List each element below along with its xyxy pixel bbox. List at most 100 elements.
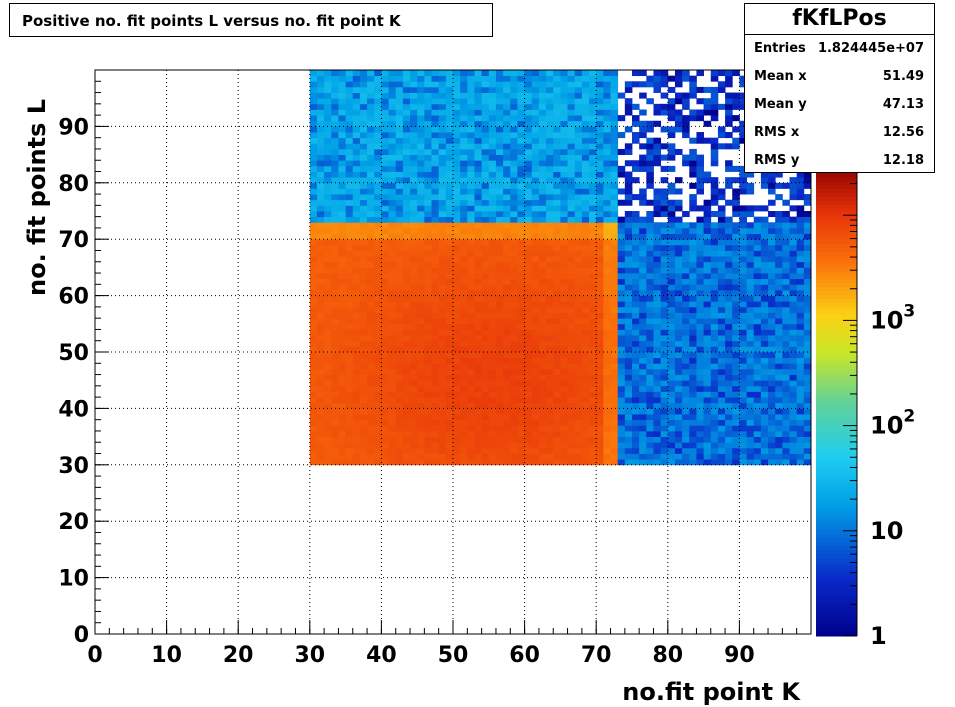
heatmap-cell xyxy=(667,154,676,161)
heatmap-cell xyxy=(488,397,497,404)
x-tick-label: 30 xyxy=(294,643,325,668)
heatmap-cell xyxy=(410,177,418,184)
heatmap-cell xyxy=(732,459,740,466)
heatmap-cell xyxy=(782,397,790,404)
heatmap-cell xyxy=(682,250,690,257)
palette-segment xyxy=(816,471,857,476)
heatmap-cell xyxy=(517,199,525,206)
heatmap-cell xyxy=(431,459,440,466)
heatmap-cell xyxy=(381,323,389,330)
heatmap-cell xyxy=(538,391,547,398)
heatmap-cell xyxy=(589,295,597,302)
heatmap-cell xyxy=(316,447,325,454)
heatmap-cell xyxy=(753,397,762,404)
heatmap-cell xyxy=(546,137,554,144)
heatmap-cell xyxy=(674,239,683,246)
heatmap-cell xyxy=(345,419,354,426)
heatmap-cell xyxy=(481,289,490,296)
heatmap-cell xyxy=(553,244,561,251)
heatmap-cell xyxy=(495,363,504,370)
heatmap-cell xyxy=(596,194,604,201)
heatmap-cell xyxy=(538,132,547,139)
heatmap-cell xyxy=(624,267,633,274)
heatmap-cell xyxy=(438,352,447,359)
heatmap-cell xyxy=(632,278,640,285)
heatmap-cell xyxy=(445,171,454,178)
heatmap-cell xyxy=(710,436,719,443)
heatmap-cell xyxy=(796,368,805,375)
heatmap-cell xyxy=(775,419,783,426)
heatmap-cell xyxy=(560,103,568,110)
heatmap-cell xyxy=(639,278,647,285)
heatmap-cell xyxy=(395,126,404,133)
heatmap-cell xyxy=(674,126,683,133)
heatmap-cell xyxy=(503,115,511,122)
heatmap-cell xyxy=(460,171,468,178)
heatmap-cell xyxy=(674,81,683,88)
heatmap-cell xyxy=(775,284,783,291)
heatmap-cell xyxy=(438,442,447,449)
heatmap-cell xyxy=(345,81,354,88)
heatmap-cell xyxy=(453,103,461,110)
heatmap-cell xyxy=(445,222,454,229)
heatmap-cell xyxy=(531,453,540,460)
heatmap-cell xyxy=(445,194,454,201)
heatmap-cell xyxy=(768,397,776,404)
heatmap-cell xyxy=(739,363,747,370)
heatmap-cell xyxy=(424,126,432,133)
heatmap-cell xyxy=(309,115,318,122)
heatmap-cell xyxy=(488,346,497,353)
heatmap-cell xyxy=(567,385,576,392)
heatmap-cell xyxy=(316,430,325,437)
heatmap-cell xyxy=(309,453,318,460)
palette-segment xyxy=(816,537,857,543)
heatmap-cell xyxy=(589,368,597,375)
heatmap-cell xyxy=(488,182,497,189)
heatmap-cell xyxy=(710,397,719,404)
x-tick-label: 80 xyxy=(652,643,683,668)
heatmap-cell xyxy=(796,425,805,432)
heatmap-cell xyxy=(789,182,798,189)
palette-segment xyxy=(816,553,857,558)
heatmap-cell xyxy=(710,239,719,246)
heatmap-cell xyxy=(560,216,568,223)
heatmap-cell xyxy=(768,188,776,195)
heatmap-cell xyxy=(381,154,389,161)
heatmap-cell xyxy=(503,160,511,167)
heatmap-cell xyxy=(424,227,432,234)
heatmap-cell xyxy=(453,267,461,274)
heatmap-cell xyxy=(674,419,683,426)
heatmap-cell xyxy=(717,419,726,426)
heatmap-cell xyxy=(717,301,726,308)
heatmap-cell xyxy=(717,374,726,381)
palette-segment xyxy=(816,424,857,429)
heatmap-cell xyxy=(760,244,769,251)
heatmap-cell xyxy=(517,357,525,364)
heatmap-cell xyxy=(674,148,683,155)
heatmap-cell xyxy=(538,318,547,325)
heatmap-cell xyxy=(474,103,483,110)
heatmap-cell xyxy=(424,402,432,409)
heatmap-cell xyxy=(531,312,540,319)
heatmap-cell xyxy=(696,154,704,161)
heatmap-cell xyxy=(560,363,568,370)
heatmap-cell xyxy=(775,273,783,280)
heatmap-cell xyxy=(725,352,733,359)
heatmap-cell xyxy=(453,188,461,195)
heatmap-cell xyxy=(760,414,769,421)
heatmap-cell xyxy=(753,261,762,268)
heatmap-cell xyxy=(352,171,361,178)
heatmap-cell xyxy=(417,436,425,443)
heatmap-cell xyxy=(682,346,690,353)
heatmap-cell xyxy=(510,442,518,449)
heatmap-cell xyxy=(431,323,440,330)
heatmap-cell xyxy=(796,335,805,342)
heatmap-cell xyxy=(460,278,468,285)
heatmap-cell xyxy=(517,391,525,398)
heatmap-cell xyxy=(553,216,561,223)
heatmap-cell xyxy=(445,453,454,460)
heatmap-cell xyxy=(510,408,518,415)
heatmap-cell xyxy=(574,137,583,144)
palette-segment xyxy=(816,212,857,217)
heatmap-cell xyxy=(367,408,375,415)
